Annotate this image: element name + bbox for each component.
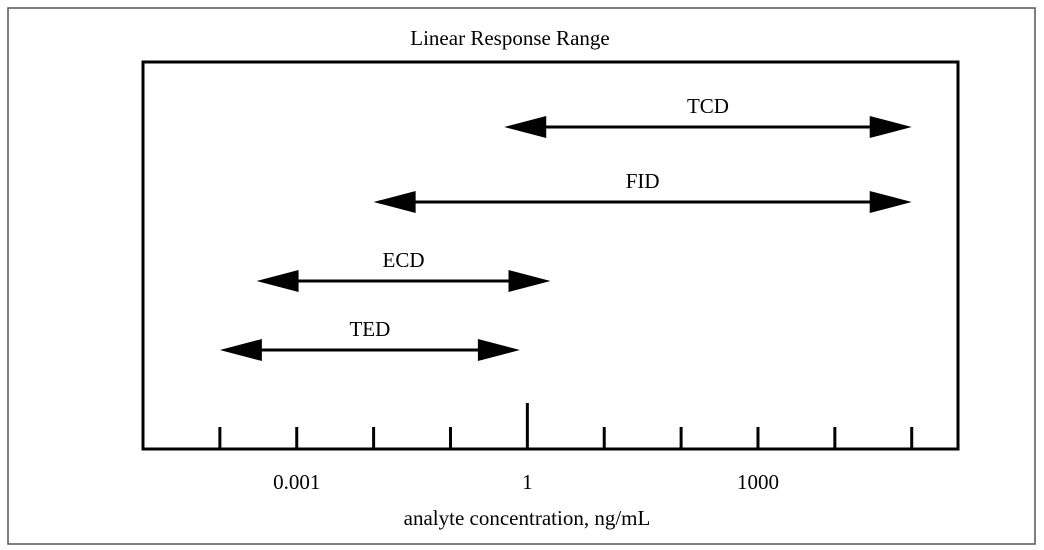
range-label: ECD: [383, 248, 425, 272]
x-tick-label: 1: [522, 470, 533, 494]
plot-frame: [141, 60, 960, 451]
x-axis-label: analyte concentration, ng/mL: [404, 506, 651, 530]
arrow-head-right: [869, 116, 912, 138]
range-label: TED: [349, 317, 390, 341]
arrow-head-right: [869, 191, 912, 213]
range-label: TCD: [687, 94, 729, 118]
arrow-head-left: [504, 116, 547, 138]
x-tick-label: 0.001: [273, 470, 320, 494]
outer-frame: [7, 7, 1036, 545]
arrow-head-right: [508, 270, 551, 292]
x-tick-label: 1000: [737, 470, 779, 494]
arrow-head-left: [373, 191, 416, 213]
range-label: FID: [626, 169, 660, 193]
arrow-head-left: [219, 339, 262, 361]
arrow-head-left: [256, 270, 299, 292]
chart-title: Linear Response Range: [410, 26, 609, 50]
arrow-head-right: [477, 339, 520, 361]
